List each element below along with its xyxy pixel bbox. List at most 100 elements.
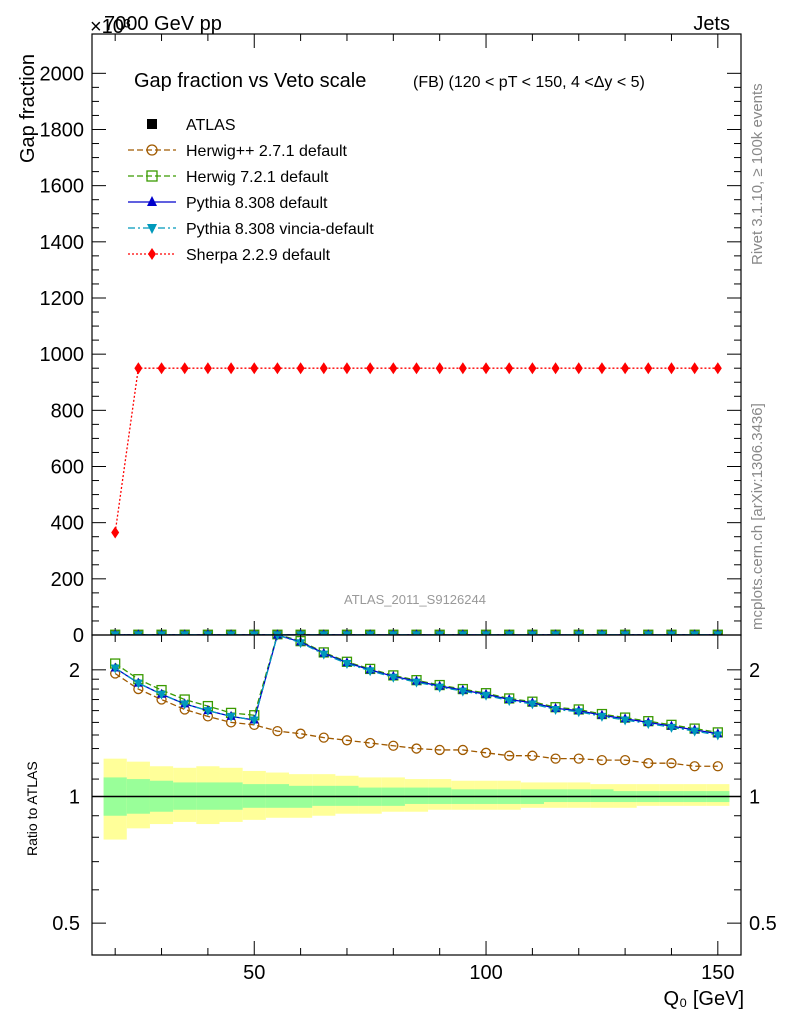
legend-entry-label: Pythia 8.308 default [186, 195, 328, 212]
x-axis-label-text: Q₀ [GeV] [663, 988, 744, 1010]
ratio-data-point [133, 679, 143, 689]
ratio-data-point [342, 660, 352, 670]
main-data-point [134, 362, 143, 375]
main-y-tick-label: 1200 [40, 288, 85, 310]
legend-entry-label: Herwig++ 2.7.1 default [186, 143, 348, 160]
main-data-point [226, 631, 236, 635]
main-data-point [157, 362, 166, 375]
ratio-y-tick-label: 1 [69, 786, 80, 808]
main-y-tick-label: 1600 [40, 176, 85, 198]
main-data-point [412, 631, 421, 635]
ratio-data-point [203, 707, 213, 717]
green-band-bin [590, 789, 614, 803]
main-data-point [388, 631, 398, 635]
main-data-point [342, 362, 351, 375]
main-data-point [435, 362, 444, 375]
main-subtitle: (FB) (120 < pT < 150, 4 <Δy < 5) [413, 74, 645, 91]
ratio-data-point [249, 716, 259, 726]
main-data-point [597, 362, 606, 375]
ratio-data-point [666, 758, 677, 769]
ratio-data-point [481, 691, 491, 701]
ratio-data-point [619, 755, 631, 766]
main-data-point [273, 362, 282, 375]
legend-marker [147, 119, 157, 129]
ratio-data-point [596, 755, 608, 766]
main-data-point [713, 362, 722, 375]
x-tick-label: 100 [469, 962, 502, 984]
main-y-tick-label: 1400 [40, 232, 85, 254]
main-y-tick-label: 1000 [40, 344, 85, 366]
ratio-data-point [411, 743, 422, 754]
ratio-data-point [573, 753, 584, 764]
analysis-watermark: ATLAS_2011_S9126244 [344, 592, 486, 607]
main-y-tick-label: 200 [51, 569, 84, 591]
ratio-data-point [296, 639, 306, 649]
main-data-point [505, 362, 514, 375]
ratio-data-point [643, 758, 654, 769]
ratio-data-point [434, 744, 445, 756]
ratio-data-point [341, 735, 353, 746]
main-data-point [296, 631, 306, 635]
ratio-data-point [110, 664, 120, 674]
main-y-tick-label: 0 [73, 625, 84, 647]
legend-marker [148, 248, 156, 260]
ratio-data-point [226, 712, 236, 722]
ratio-panel: 0.5 0.5 1 1 2 2 50 100 150 [52, 634, 777, 984]
main-y-tick-label: 400 [51, 513, 84, 535]
ratio-data-point [527, 750, 538, 761]
ratio-series-line [114, 672, 718, 767]
legend-marker [147, 196, 157, 206]
ratio-y-axis-label: Ratio to ATLAS [24, 761, 40, 856]
legend-entry-label: Herwig 7.2.1 default [186, 169, 329, 186]
main-data-point [111, 526, 120, 539]
main-data-point [389, 362, 398, 375]
legend-entry-label: Sherpa 2.2.9 default [186, 247, 331, 264]
main-y-tick-label: 1800 [40, 119, 85, 141]
main-data-point [250, 362, 259, 375]
legend: ATLAS Herwig++ 2.7.1 default Herwig 7.2.1 … [128, 117, 374, 264]
main-data-point [319, 362, 328, 375]
rivet-side-text: Rivet 3.1.10, ≥ 100k events [749, 83, 766, 265]
ratio-data-point [388, 673, 398, 683]
main-data-point [203, 362, 212, 375]
ratio-frame [91, 634, 742, 956]
ratio-data-point [157, 690, 167, 700]
main-y-tick-label: 800 [51, 400, 84, 422]
main-data-point [666, 631, 676, 635]
legend-entry-label: Pythia 8.308 vincia-default [186, 221, 374, 238]
main-data-point [203, 631, 213, 635]
mcplots-side-text: mcplots.cern.ch [arXiv:1306.3436] [749, 403, 766, 630]
ratio-data-point [388, 740, 399, 751]
main-data-point [342, 631, 352, 635]
green-band-bin [543, 789, 568, 803]
ratio-data-point [480, 747, 492, 758]
main-data-point [574, 631, 584, 635]
ratio-data-point [666, 723, 676, 733]
main-data-point [110, 631, 120, 635]
main-data-point [551, 362, 560, 375]
main-data-point [296, 362, 305, 375]
main-y-axis-label: Gap fraction [17, 54, 39, 163]
main-data-point [227, 362, 236, 375]
ratio-data-point [713, 731, 723, 741]
ratio-data-point [319, 650, 329, 660]
ratio-data-point [550, 753, 561, 764]
ratio-data-point [527, 700, 537, 710]
main-data-point [458, 362, 467, 375]
main-y-tick-label: 600 [51, 456, 84, 478]
ratio-data-point [365, 667, 375, 677]
green-band-bin [567, 789, 591, 803]
main-data-point [366, 362, 375, 375]
x-axis-label: Q₀ [GeV] [663, 988, 744, 1010]
ratio-data-point [364, 737, 376, 749]
ratio-data-point [504, 697, 514, 707]
ratio-data-point [643, 720, 653, 730]
main-data-point [249, 631, 259, 635]
x-tick-label: 50 [243, 962, 265, 984]
ratio-y-tick-label-right: 2 [749, 660, 760, 682]
ratio-data-point [274, 635, 281, 641]
ratio-series-group [92, 635, 741, 840]
main-data-point [157, 631, 167, 635]
ratio-data-point [457, 744, 469, 756]
ratio-data-point [690, 727, 700, 737]
